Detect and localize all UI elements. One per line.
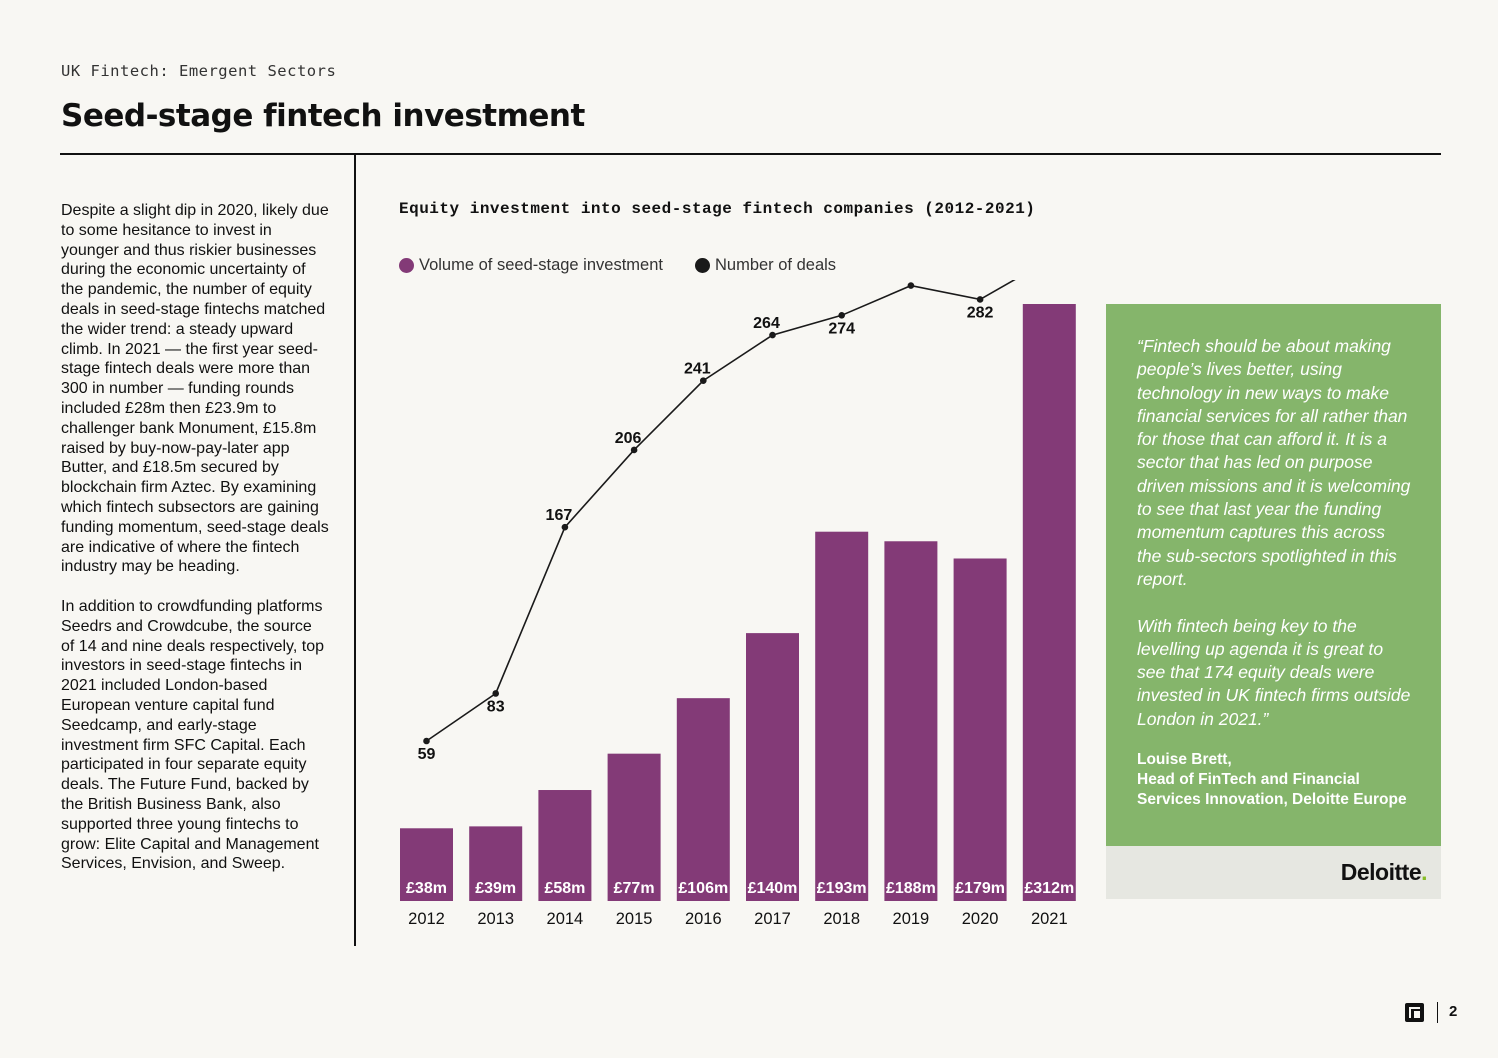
author-name: Louise Brett, [1137,751,1232,769]
bar-value-label: £140m [748,880,798,897]
deals-value-label: 59 [418,746,436,763]
page-title: Seed-stage fintech investment [61,98,585,134]
bar [676,698,730,901]
x-tick-label: 2019 [893,910,930,928]
logo-text: Deloitte [1340,859,1422,885]
legend-item-volume: Volume of seed-stage investment [399,256,663,275]
deals-value-label: 241 [684,361,711,378]
bar [400,828,453,901]
deals-value-label: 289 [892,280,919,283]
quote-paragraph: With fintech being key to the levelling … [1137,615,1411,729]
deals-point [423,737,430,745]
bar [815,531,869,901]
quote-paragraph: “Fintech should be about making people’s… [1137,336,1411,589]
bar-value-label: £312m [1024,880,1074,897]
logo-box: Deloitte. [1106,846,1441,899]
deals-value-label: 83 [487,698,505,715]
bar [1022,304,1076,901]
body-paragraph: In addition to crowdfunding platforms Se… [61,597,324,873]
quote-text: “Fintech should be about making people’s… [1137,335,1413,731]
legend-label-deals: Number of deals [714,256,837,274]
legend-swatch-volume [399,258,414,273]
deloitte-logo: Deloitte. [1340,859,1428,886]
legend-swatch-deals [694,258,710,273]
bar-value-label: £38m [406,880,447,897]
publication-logo-icon [1405,1003,1424,1022]
legend-label-volume: Volume of seed-stage investment [419,256,663,274]
deals-point [561,523,569,531]
bar [953,558,1007,901]
deals-point [700,377,707,384]
x-tick-label: 2016 [685,910,722,928]
body-paragraph: Despite a slight dip in 2020, likely due… [61,202,329,576]
chart-title: Equity investment into seed-stage fintec… [399,200,1036,218]
bar-value-label: £77m [614,880,655,897]
chart-plot: £38m 2012 £39m 2013 £58m 2014 £77m 2015 £106m 201… [400,280,1076,928]
quote-box: “Fintech should be about making people’s… [1106,304,1441,846]
chart-legend: Volume of seed-stage investment Number o… [399,256,836,275]
x-tick-label: 2017 [754,910,791,928]
bar-value-label: £179m [955,880,1005,897]
x-tick-label: 2013 [477,910,514,928]
section-kicker: UK Fintech: Emergent Sectors [61,62,337,80]
x-tick-label: 2015 [616,910,653,928]
deals-point [769,331,776,339]
quote-author: Louise Brett, Head of FinTech and Financ… [1137,750,1413,810]
bar [607,753,661,901]
bar [884,541,938,901]
bar-value-label: £188m [886,880,936,897]
x-tick-label: 2018 [823,910,860,928]
column-divider [354,155,356,946]
bar [538,790,592,901]
deals-point [630,446,638,454]
deals-value-label: 282 [967,304,994,321]
deals-point [492,690,499,697]
bar [469,826,523,901]
x-tick-label: 2020 [962,910,999,928]
deals-value-label: 264 [753,315,780,332]
bar-value-label: £58m [544,880,585,897]
deals-line [426,280,1016,742]
bar [746,633,799,901]
bar-value-label: £39m [475,880,516,897]
legend-item-deals: Number of deals [694,256,837,275]
header-rule [60,153,1441,155]
deals-value-label: 167 [546,507,573,524]
deals-value-label: 274 [828,320,855,337]
body-text: Despite a slight dip in 2020, likely due… [61,201,329,894]
deals-value-label: 206 [615,430,642,447]
deals-point [907,282,915,289]
bar-value-label: £106m [678,880,728,897]
bar-value-label: £193m [817,880,867,897]
author-title: Head of FinTech and Financial Services I… [1137,771,1407,809]
page-number: 2 [1449,1003,1458,1020]
x-tick-label: 2014 [547,910,584,928]
footer-separator [1437,1002,1438,1023]
deals-point [838,312,845,319]
x-tick-label: 2012 [408,910,445,928]
deals-point [976,296,984,303]
logo-period: . [1421,859,1427,885]
x-tick-label: 2021 [1031,910,1068,928]
